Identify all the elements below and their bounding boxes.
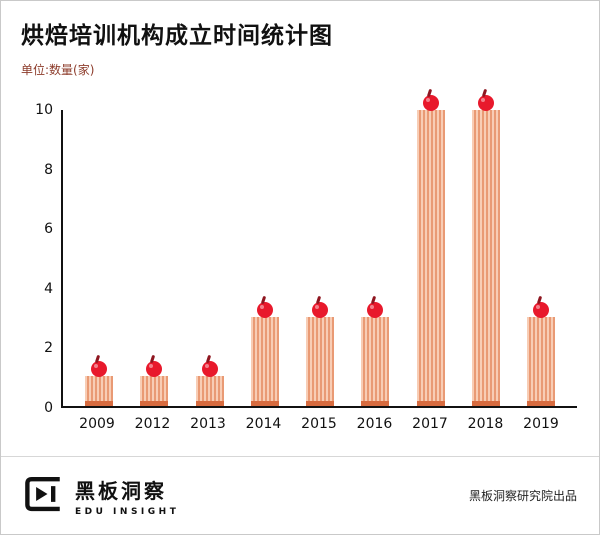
y-axis-tick-label: 2: [44, 340, 53, 357]
x-axis-label: 2014: [245, 416, 282, 432]
bar: [140, 361, 169, 406]
y-axis-tick-label: 6: [44, 221, 53, 238]
x-axis-label: 2017: [412, 416, 448, 432]
x-axis-label: 2018: [467, 416, 504, 432]
bar-group: [464, 95, 508, 406]
bar-group: [409, 95, 453, 406]
bar: [250, 302, 279, 406]
cherry-icon: [533, 302, 549, 319]
x-axis-label: 2019: [523, 416, 559, 432]
bar-group: [519, 110, 563, 406]
cherry-icon: [477, 95, 494, 111]
bar: [306, 302, 334, 406]
y-axis-tick-label: 0: [44, 400, 53, 416]
y-axis: 0 2 4 6 8 10: [15, 102, 61, 416]
brand-name-cn: 黑板洞察: [75, 478, 167, 503]
chart-header: 烘焙培训机构成立时间统计图 单位:数量(家): [1, 1, 599, 78]
chart-area: 0 2 4 6 8 10 2009 2012 2013 2014 2015 2016 2017 2018…: [15, 95, 577, 432]
cherry-icon: [91, 361, 107, 378]
plot-area: [61, 95, 577, 408]
cherry-icon: [367, 302, 384, 319]
bar-group: [298, 110, 342, 406]
bar: [471, 95, 500, 406]
x-axis-label: 2016: [356, 416, 393, 432]
bar-group: [77, 110, 121, 406]
credit-text: 黑板洞察研究院出品: [468, 489, 577, 503]
y-axis-tick-label: 10: [35, 102, 53, 118]
cherry-icon: [146, 361, 163, 378]
y-axis-tick-label: 4: [44, 280, 53, 297]
cherry-icon: [312, 302, 328, 319]
bar: [195, 361, 224, 406]
bar-group: [188, 110, 232, 406]
bar-group: [132, 110, 176, 406]
x-axis-labels: 2009 2012 2013 2014 2015 2016 2017 2018 2019: [61, 416, 577, 432]
chart-title: 烘焙培训机构成立时间统计图: [21, 23, 333, 49]
bar: [416, 95, 445, 406]
x-axis-label: 2015: [301, 416, 337, 432]
chart-unit-label: 单位:数量(家): [21, 63, 95, 77]
edu-insight-logo-icon: [23, 473, 65, 519]
footer: 黑板洞察 EDU INSIGHT 黑板洞察研究院出品: [1, 456, 599, 534]
cherry-icon: [256, 302, 273, 319]
x-axis-label: 2012: [134, 416, 171, 432]
bar: [361, 302, 390, 406]
x-axis-label: 2009: [79, 416, 115, 432]
cherry-icon: [201, 361, 218, 378]
y-axis-tick-label: 8: [44, 161, 53, 178]
cherry-icon: [422, 95, 439, 111]
bar: [85, 361, 113, 406]
chart-body: 0 2 4 6 8 10: [15, 95, 577, 416]
bar-group: [353, 110, 397, 406]
brand-block: 黑板洞察 EDU INSIGHT: [23, 473, 179, 519]
brand-name-en: EDU INSIGHT: [75, 506, 180, 517]
brand-text: 黑板洞察 EDU INSIGHT: [75, 475, 179, 517]
bar-group: [243, 110, 287, 406]
x-axis-label: 2013: [190, 416, 226, 432]
bar: [527, 302, 555, 406]
